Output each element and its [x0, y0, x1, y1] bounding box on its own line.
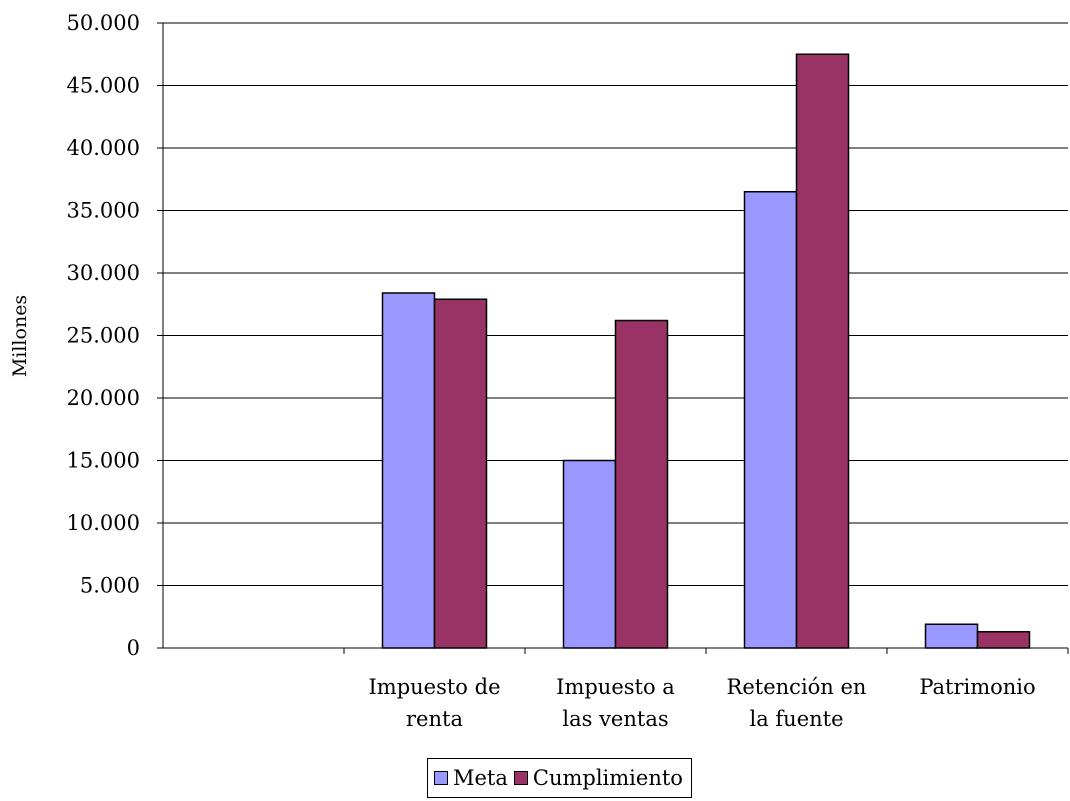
bar-chart: 0 5.000 10.000 15.000 20.000 25.000 30.000 35.0…: [9, 11, 1069, 731]
bar-meta-2: [562, 459, 617, 649]
y-tick-label: 40.000: [67, 136, 140, 160]
y-tick-label: 25.000: [67, 324, 140, 348]
y-tick-label: 10.000: [67, 511, 140, 535]
bars: [381, 53, 1031, 649]
x-category-label: Impuesto de renta: [368, 675, 500, 731]
legend-swatch-cumplimiento: [513, 771, 528, 785]
x-category-label: Retención en la fuente: [727, 675, 867, 731]
bar-meta-4: [924, 623, 979, 649]
y-axis-title: Millones: [9, 295, 31, 377]
y-tick-label: 50.000: [67, 11, 140, 35]
y-tick-label: 20.000: [67, 386, 140, 410]
legend-item-meta: Meta: [434, 766, 508, 790]
y-tick-label: 0: [127, 636, 140, 660]
bar-meta-3: [743, 191, 798, 649]
legend-item-cumplimiento: Cumplimiento: [513, 766, 683, 790]
bar-cumplimiento-2: [614, 319, 669, 649]
x-category-label: Patrimonio: [919, 675, 1035, 699]
y-tick-label: 15.000: [67, 449, 140, 473]
legend-swatch-meta: [434, 771, 448, 785]
y-tick-label: 5.000: [80, 574, 140, 598]
axes: [162, 23, 1069, 654]
x-category-label: Impuesto a las ventas: [556, 675, 675, 731]
legend: Meta Cumplimiento: [427, 758, 692, 798]
y-tick-label: 45.000: [67, 74, 140, 98]
category-labels: Impuesto de renta Impuesto a las ventas Rete…: [368, 675, 1035, 731]
bar-cumplimiento-3: [795, 53, 850, 649]
bar-cumplimiento-4: [976, 631, 1031, 649]
legend-label-meta: Meta: [453, 766, 508, 790]
legend-label-cumplimiento: Cumplimiento: [532, 766, 683, 790]
bar-cumplimiento-1: [433, 298, 488, 649]
y-tick-label: 35.000: [67, 199, 140, 223]
y-axis-ticks: 0 5.000 10.000 15.000 20.000 25.000 30.000 35.0…: [67, 11, 163, 660]
bar-meta-1: [381, 292, 436, 649]
y-tick-label: 30.000: [67, 261, 140, 285]
